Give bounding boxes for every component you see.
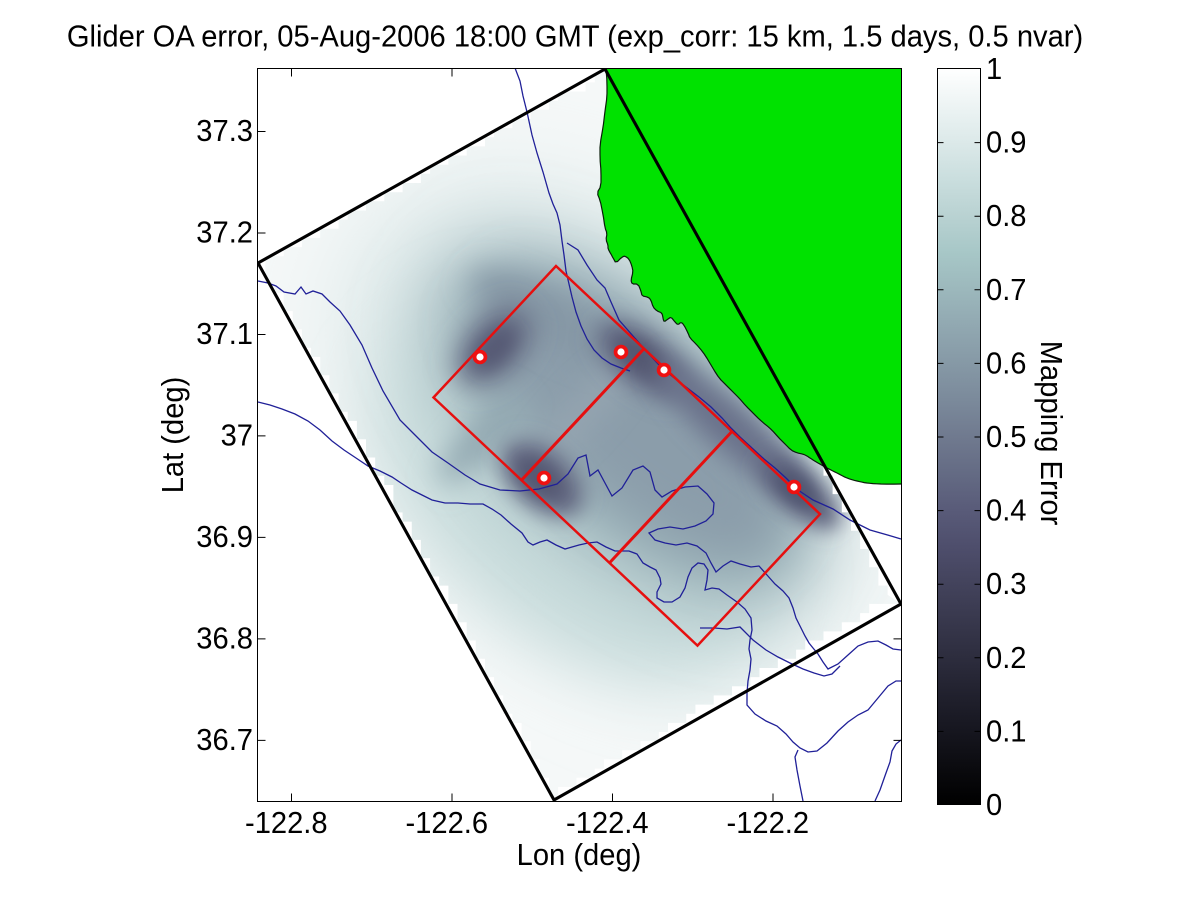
- svg-text:37.1: 37.1: [196, 317, 253, 351]
- svg-text:Mapping Error: Mapping Error: [1034, 341, 1068, 526]
- svg-text:36.7: 36.7: [196, 723, 253, 757]
- svg-text:0.9: 0.9: [986, 126, 1027, 160]
- svg-text:0.8: 0.8: [986, 199, 1027, 233]
- svg-text:36.9: 36.9: [196, 520, 253, 554]
- svg-text:1: 1: [986, 52, 1002, 86]
- svg-text:Lat (deg): Lat (deg): [156, 377, 190, 494]
- svg-text:Lon (deg): Lon (deg): [517, 838, 642, 872]
- svg-text:-122.6: -122.6: [405, 806, 488, 840]
- svg-text:-122.4: -122.4: [566, 806, 649, 840]
- svg-text:0.5: 0.5: [986, 420, 1027, 454]
- svg-text:0: 0: [986, 788, 1002, 822]
- svg-text:0.7: 0.7: [986, 273, 1027, 307]
- svg-text:36.8: 36.8: [196, 622, 253, 656]
- svg-text:0.2: 0.2: [986, 641, 1027, 675]
- svg-text:0.3: 0.3: [986, 567, 1027, 601]
- svg-text:37.2: 37.2: [196, 216, 253, 250]
- svg-text:-122.2: -122.2: [726, 806, 809, 840]
- svg-text:Glider OA error, 05-Aug-2006 1: Glider OA error, 05-Aug-2006 18:00 GMT (…: [67, 20, 1083, 54]
- svg-text:-122.8: -122.8: [245, 806, 328, 840]
- svg-text:37: 37: [221, 419, 253, 453]
- svg-text:0.1: 0.1: [986, 715, 1027, 749]
- svg-text:37.3: 37.3: [196, 114, 253, 148]
- svg-text:0.6: 0.6: [986, 347, 1027, 381]
- svg-text:0.4: 0.4: [986, 494, 1027, 528]
